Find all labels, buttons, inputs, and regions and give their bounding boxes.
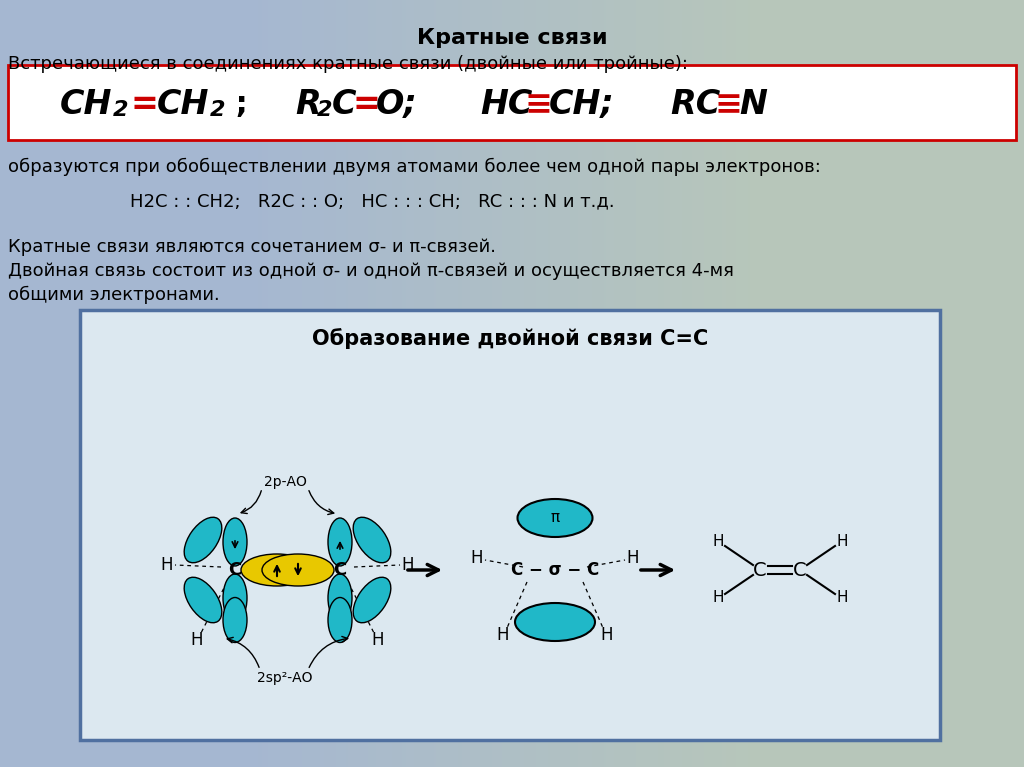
FancyBboxPatch shape	[80, 310, 940, 740]
Ellipse shape	[262, 554, 334, 586]
Text: H: H	[627, 549, 639, 567]
Text: 2p-АО: 2p-АО	[263, 475, 306, 489]
Ellipse shape	[241, 554, 313, 586]
Text: CH: CH	[157, 88, 209, 121]
Text: π: π	[551, 511, 559, 525]
Text: ;: ;	[225, 90, 248, 119]
Text: Образование двойной связи С=С: Образование двойной связи С=С	[312, 328, 709, 349]
Text: ≡: ≡	[714, 88, 742, 121]
Text: C: C	[332, 88, 356, 121]
Text: H: H	[161, 556, 173, 574]
Text: H: H	[713, 591, 724, 605]
Text: 2: 2	[113, 100, 128, 120]
Ellipse shape	[184, 578, 222, 623]
Text: O;: O;	[376, 88, 418, 121]
Text: RC: RC	[670, 88, 720, 121]
Ellipse shape	[517, 499, 593, 537]
Text: ≡: ≡	[524, 88, 552, 121]
Text: 2: 2	[210, 100, 225, 120]
Text: H: H	[713, 535, 724, 549]
Text: 2: 2	[317, 100, 333, 120]
Text: H: H	[401, 556, 415, 574]
Text: =: =	[353, 88, 381, 121]
FancyBboxPatch shape	[8, 65, 1016, 140]
Text: H: H	[471, 549, 483, 567]
Text: =: =	[131, 88, 159, 121]
Text: N: N	[739, 88, 767, 121]
Text: C: C	[794, 561, 807, 580]
Text: R: R	[295, 88, 321, 121]
Text: H2C : : CH2;   R2C : : O;   HC : : : CH;   RC : : : N и т.д.: H2C : : CH2; R2C : : O; HC : : : CH; RC …	[130, 192, 614, 210]
Text: Кратные связи являются сочетанием σ- и π-связей.: Кратные связи являются сочетанием σ- и π…	[8, 238, 496, 256]
Text: H: H	[837, 535, 848, 549]
Text: общими электронами.: общими электронами.	[8, 286, 220, 304]
Text: H: H	[190, 631, 203, 649]
Text: Кратные связи: Кратные связи	[417, 28, 607, 48]
Ellipse shape	[328, 597, 352, 643]
Text: образуются при обобществлении двумя атомами более чем одной пары электронов:: образуются при обобществлении двумя атом…	[8, 158, 821, 176]
Text: CH;: CH;	[549, 88, 614, 121]
Text: CH: CH	[60, 88, 113, 121]
Text: H: H	[497, 626, 509, 644]
Ellipse shape	[223, 574, 247, 622]
Ellipse shape	[328, 518, 352, 566]
Text: H: H	[601, 626, 613, 644]
Text: H: H	[837, 591, 848, 605]
Ellipse shape	[353, 517, 391, 563]
Ellipse shape	[223, 597, 247, 643]
Text: HC: HC	[480, 88, 532, 121]
Text: Двойная связь состоит из одной σ- и одной π-связей и осуществляется 4-мя: Двойная связь состоит из одной σ- и одно…	[8, 262, 734, 280]
Ellipse shape	[353, 578, 391, 623]
Text: C: C	[228, 561, 242, 579]
Ellipse shape	[184, 517, 222, 563]
Text: 2sp²-АО: 2sp²-АО	[257, 671, 312, 685]
Text: Встречающиеся в соединениях кратные связи (двойные или тройные):: Встречающиеся в соединениях кратные связ…	[8, 55, 688, 73]
Text: C: C	[334, 561, 347, 579]
Text: H: H	[372, 631, 384, 649]
Text: C: C	[754, 561, 767, 580]
Ellipse shape	[515, 603, 595, 641]
Ellipse shape	[223, 518, 247, 566]
Text: C − σ − C: C − σ − C	[511, 561, 599, 579]
Ellipse shape	[328, 574, 352, 622]
